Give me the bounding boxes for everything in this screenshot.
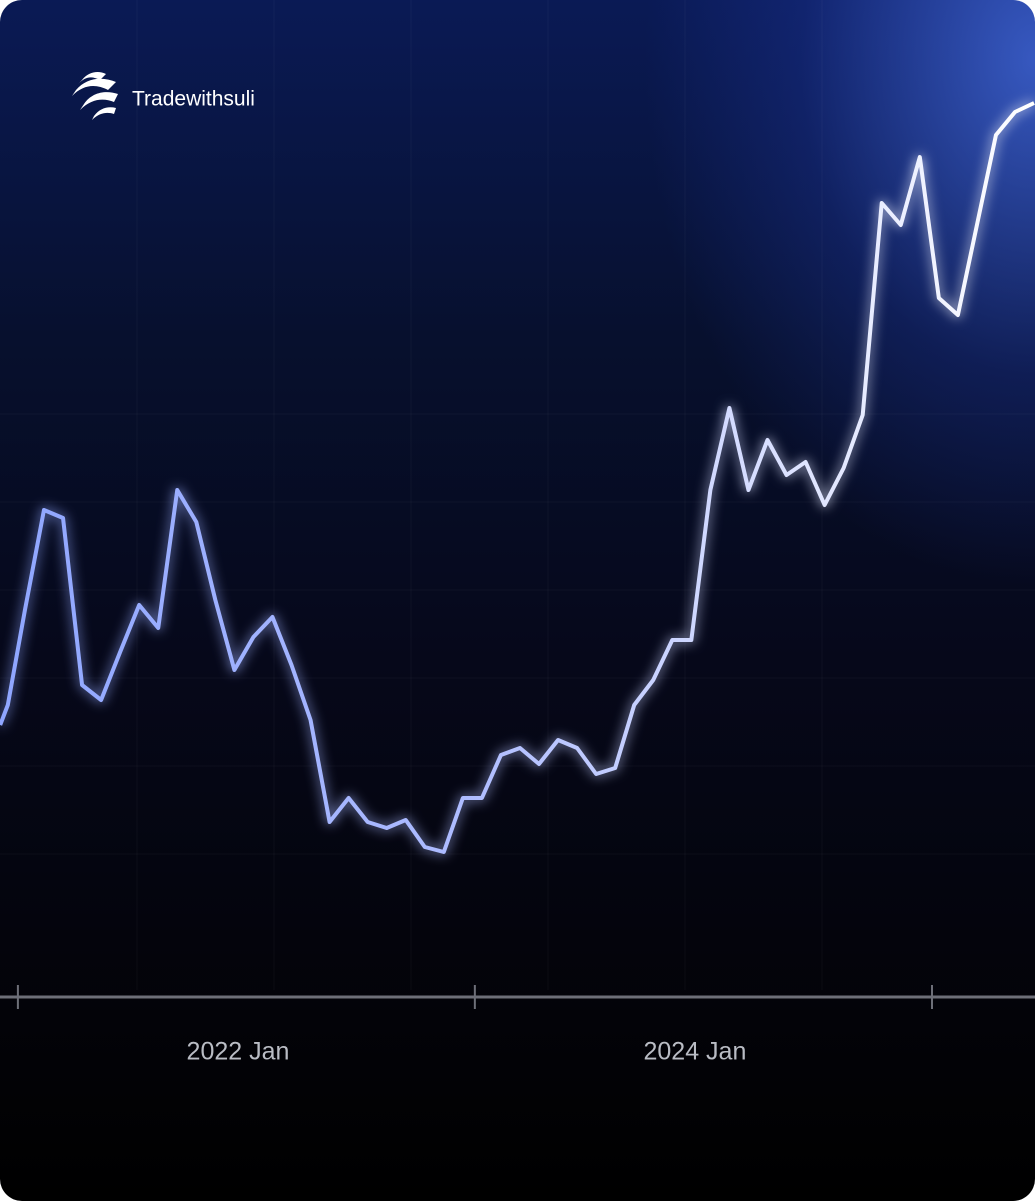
x-tick-label: 2022 Jan bbox=[187, 1038, 290, 1066]
x-tick-label: 2024 Jan bbox=[644, 1038, 747, 1066]
brand-name: Tradewithsuli bbox=[132, 88, 255, 111]
background-grid bbox=[0, 0, 1035, 990]
price-line bbox=[0, 101, 1035, 854]
logo bbox=[72, 72, 118, 120]
